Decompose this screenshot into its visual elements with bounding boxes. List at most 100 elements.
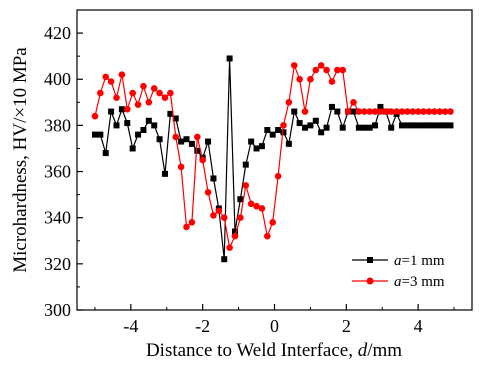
data-point [377, 103, 384, 110]
data-point [269, 219, 277, 226]
data-point [312, 117, 319, 124]
data-point [269, 131, 276, 138]
data-point [404, 122, 411, 129]
data-point [188, 219, 196, 226]
data-point [194, 147, 201, 154]
data-point [242, 161, 249, 168]
data-point [323, 66, 330, 74]
data-point [441, 108, 449, 115]
data-point [264, 127, 271, 133]
data-point [172, 115, 179, 122]
data-point [393, 108, 400, 115]
y-tick-label: 380 [44, 115, 71, 135]
y-tick-label: 300 [44, 300, 71, 320]
data-point [134, 101, 142, 108]
series-layer [91, 55, 454, 263]
data-point [151, 122, 158, 129]
data-point [124, 120, 131, 127]
data-point [210, 175, 217, 182]
data-point [339, 66, 347, 74]
data-point [398, 122, 405, 129]
x-tick-label: 2 [342, 316, 351, 336]
data-point [420, 108, 427, 115]
data-point [237, 196, 244, 203]
data-point [280, 122, 287, 129]
data-point [156, 89, 163, 97]
data-point [275, 127, 282, 133]
data-point [420, 122, 427, 129]
data-point [328, 103, 335, 110]
data-point [242, 182, 250, 189]
data-point [409, 122, 416, 129]
axis-ticks [77, 32, 455, 311]
data-point [436, 108, 443, 115]
series-line [95, 58, 451, 260]
data-point [334, 66, 341, 74]
data-point [431, 122, 438, 129]
data-point [290, 62, 298, 69]
data-point [215, 207, 223, 215]
data-point [318, 129, 325, 136]
data-point [210, 212, 217, 219]
y-axis-label: Microhardness, HV/×10 MPa [10, 47, 31, 273]
legend-marker [366, 277, 374, 285]
x-tick-label: -4 [123, 316, 138, 336]
y-tick-label: 340 [44, 208, 71, 228]
data-point [291, 108, 298, 115]
data-point [404, 108, 411, 115]
data-point [425, 108, 433, 115]
legend-item: a=3 mm [352, 274, 445, 290]
data-point [301, 108, 309, 115]
data-point [226, 55, 233, 62]
data-point [339, 124, 346, 131]
data-point [296, 75, 303, 83]
data-point [205, 138, 212, 145]
data-point [360, 108, 368, 115]
data-point [129, 145, 136, 152]
data-point [253, 202, 260, 210]
y-tick-label: 320 [44, 254, 71, 274]
data-point [226, 244, 233, 251]
x-axis-label: Distance to Weld Interface, d/mm [146, 340, 402, 361]
data-point [220, 214, 228, 221]
data-point [253, 145, 260, 152]
legend-label: a=3 mm [394, 274, 445, 290]
data-point [415, 122, 422, 129]
data-point [355, 108, 363, 115]
data-point [156, 136, 163, 143]
y-tick-label: 400 [44, 69, 71, 89]
data-point [361, 124, 368, 131]
data-point [167, 110, 174, 117]
data-point [372, 122, 379, 129]
data-point [258, 205, 266, 212]
data-point [172, 133, 180, 141]
data-point [248, 138, 255, 145]
data-point [188, 140, 195, 147]
data-point [118, 71, 126, 78]
data-point [442, 122, 449, 129]
data-point [102, 150, 109, 157]
y-tick-label: 360 [44, 162, 71, 182]
data-point [113, 94, 120, 101]
axis-tick-labels: -4 -2 0 2 4 300 320 340 360 380 400 420 [44, 23, 423, 336]
data-point [231, 232, 239, 240]
data-point [280, 129, 287, 136]
data-point [178, 138, 185, 145]
data-point [118, 106, 125, 113]
data-point [204, 189, 212, 196]
data-point [102, 73, 110, 81]
data-point [371, 108, 379, 115]
data-point [436, 122, 443, 129]
data-point [183, 136, 190, 143]
data-point [447, 122, 454, 129]
data-point [366, 108, 373, 115]
data-point [388, 124, 395, 131]
data-point [167, 89, 174, 97]
data-point [177, 163, 185, 171]
data-point [430, 108, 438, 115]
data-point [237, 214, 244, 221]
x-tick-label: 4 [414, 316, 423, 336]
legend: a=1 mm a=3 mm [352, 253, 445, 290]
data-point [91, 112, 99, 120]
data-point [382, 108, 390, 115]
